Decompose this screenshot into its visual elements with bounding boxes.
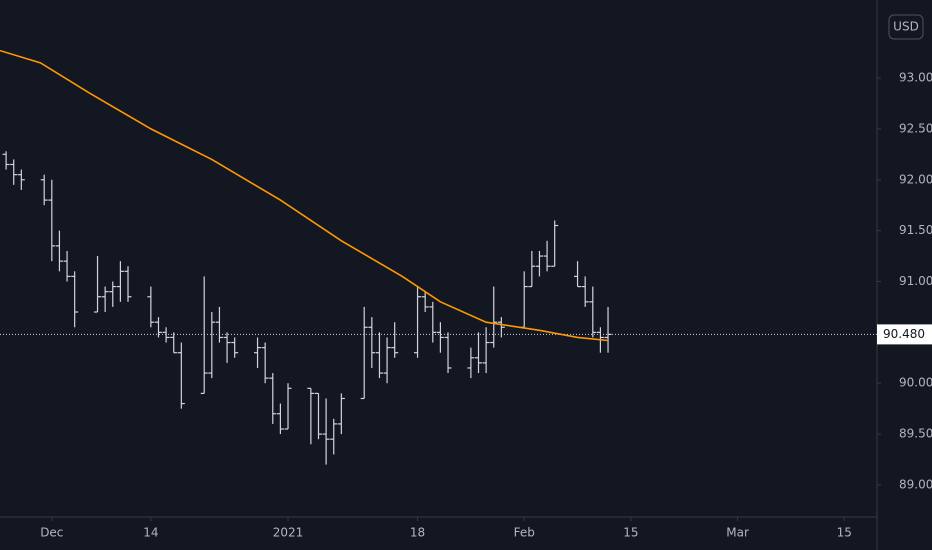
y-tick-label: 89.500 (899, 427, 932, 441)
x-tick-label: Dec (40, 526, 63, 540)
x-tick-label: 2021 (273, 526, 304, 540)
last-price-label: 90.480 (883, 327, 925, 341)
y-tick-label: 89.000 (899, 477, 932, 491)
x-tick-label: 15 (623, 526, 638, 540)
y-tick-label: 91.000 (899, 274, 932, 288)
currency[interactable]: USD (893, 20, 919, 34)
currency-box[interactable] (888, 14, 924, 40)
y-tick-label: 92.000 (899, 172, 932, 186)
moving-average (0, 49, 609, 342)
x-tick-label: 18 (410, 526, 425, 540)
x-tick-label: 15 (837, 526, 852, 540)
y-tick-label: 90.000 (899, 376, 932, 390)
x-tick-label: Feb (514, 526, 535, 540)
y-tick-label: 93.000 (899, 71, 932, 85)
x-tick-label: Mar (726, 526, 749, 540)
y-tick-label: 92.500 (899, 121, 932, 135)
y-tick-label: 91.500 (899, 223, 932, 237)
last-price-box (877, 324, 932, 345)
x-tick-label: 14 (143, 526, 158, 540)
